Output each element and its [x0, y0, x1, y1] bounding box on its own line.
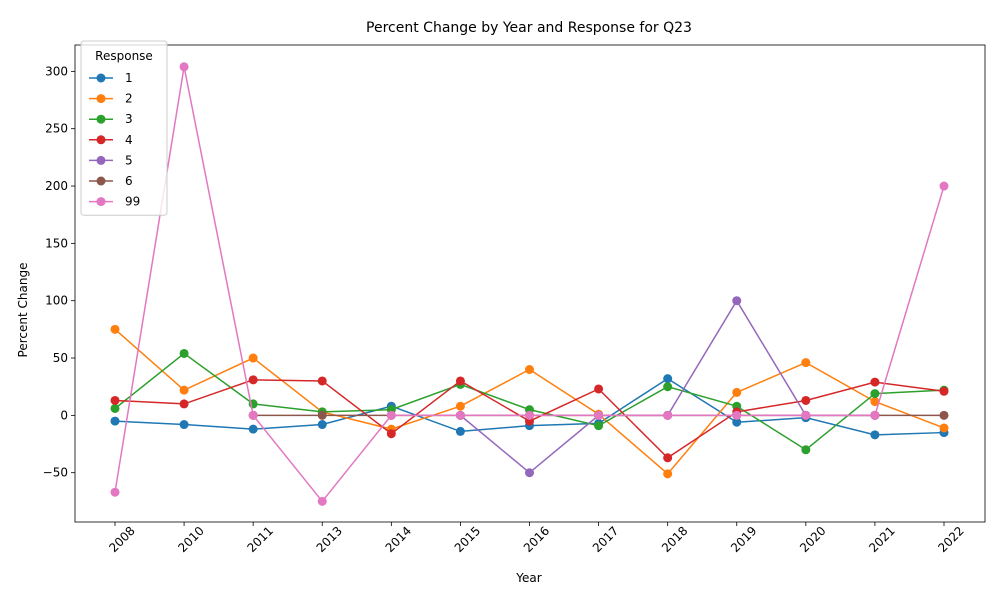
data-point [870, 377, 880, 387]
data-point [870, 430, 880, 440]
data-point [525, 364, 534, 374]
data-point [663, 382, 673, 392]
y-tick-label: 0 [60, 408, 68, 422]
x-axis-label: Year [515, 571, 541, 585]
data-point [110, 487, 120, 497]
data-point [110, 324, 120, 334]
data-point [801, 410, 811, 420]
data-point [179, 399, 189, 409]
legend-label: 1 [125, 71, 133, 85]
data-point [870, 397, 880, 407]
legend-title: Response [95, 49, 153, 63]
data-point [110, 403, 120, 413]
data-point [179, 348, 189, 358]
data-point [317, 420, 327, 430]
legend-marker [96, 94, 106, 104]
data-point [455, 426, 465, 436]
legend-marker [96, 135, 106, 145]
legend-item: 2 [89, 92, 133, 106]
data-point [663, 410, 673, 420]
legend-item: 6 [89, 174, 133, 188]
y-axis-label: Percent Change [16, 263, 30, 358]
data-point [317, 410, 327, 420]
legend-label: 99 [125, 195, 140, 209]
axes-frame [74, 44, 986, 523]
data-point [939, 410, 949, 420]
data-point [939, 181, 949, 191]
data-point [110, 395, 120, 405]
y-tick-label: −50 [43, 466, 68, 480]
data-point [870, 410, 880, 420]
data-point [801, 358, 811, 368]
data-point [248, 375, 258, 385]
legend-item: 5 [89, 153, 133, 167]
data-point [594, 421, 604, 431]
legend-label: 5 [125, 153, 133, 167]
data-point [732, 417, 742, 427]
data-point [801, 395, 811, 405]
data-point [939, 386, 949, 396]
y-tick-label: 150 [45, 236, 68, 250]
data-point [525, 410, 534, 420]
legend-label: 2 [125, 92, 133, 106]
legend-marker [96, 114, 106, 124]
data-point [248, 353, 258, 363]
chart-title: Percent Change by Year and Response for … [366, 20, 692, 36]
y-tick-label: 300 [45, 64, 68, 78]
data-point [732, 410, 742, 420]
legend-item: 4 [89, 133, 133, 147]
legend: Response 1 2 3 4 5 6 99 [80, 40, 168, 216]
y-tick-label: 50 [53, 351, 68, 365]
legend-item: 1 [89, 71, 133, 85]
data-point [179, 385, 189, 395]
legend-marker [96, 155, 106, 165]
data-point [525, 468, 534, 478]
data-point [594, 410, 604, 420]
legend-marker [96, 197, 106, 207]
data-point [939, 423, 949, 433]
series-99 [110, 62, 949, 506]
y-tick-label: 100 [45, 294, 68, 308]
legend-item: 99 [89, 195, 140, 209]
data-point [317, 376, 327, 386]
data-point [732, 296, 742, 306]
data-point [594, 384, 604, 394]
data-point [732, 387, 742, 397]
data-point [110, 416, 120, 426]
data-point [455, 401, 465, 411]
data-point [248, 424, 258, 434]
legend-item: 3 [89, 112, 133, 126]
legend-marker [96, 73, 106, 83]
legend-marker [96, 176, 106, 186]
data-point [386, 429, 396, 439]
data-point [801, 445, 811, 455]
data-point [663, 374, 673, 384]
data-point [179, 62, 189, 72]
y-tick-label: 200 [45, 179, 68, 193]
legend-box [80, 40, 168, 216]
legend-label: 6 [125, 174, 133, 188]
y-tick-label: 250 [45, 122, 68, 136]
data-point [455, 376, 465, 386]
data-point [317, 496, 327, 506]
series-2 [110, 324, 949, 479]
data-point [455, 410, 465, 420]
data-point [179, 420, 189, 430]
data-point [663, 469, 673, 479]
legend-label: 4 [125, 133, 133, 147]
data-point [248, 410, 258, 420]
legend-label: 3 [125, 112, 133, 126]
data-point [663, 453, 673, 463]
data-point [870, 389, 880, 399]
data-point [386, 410, 396, 420]
